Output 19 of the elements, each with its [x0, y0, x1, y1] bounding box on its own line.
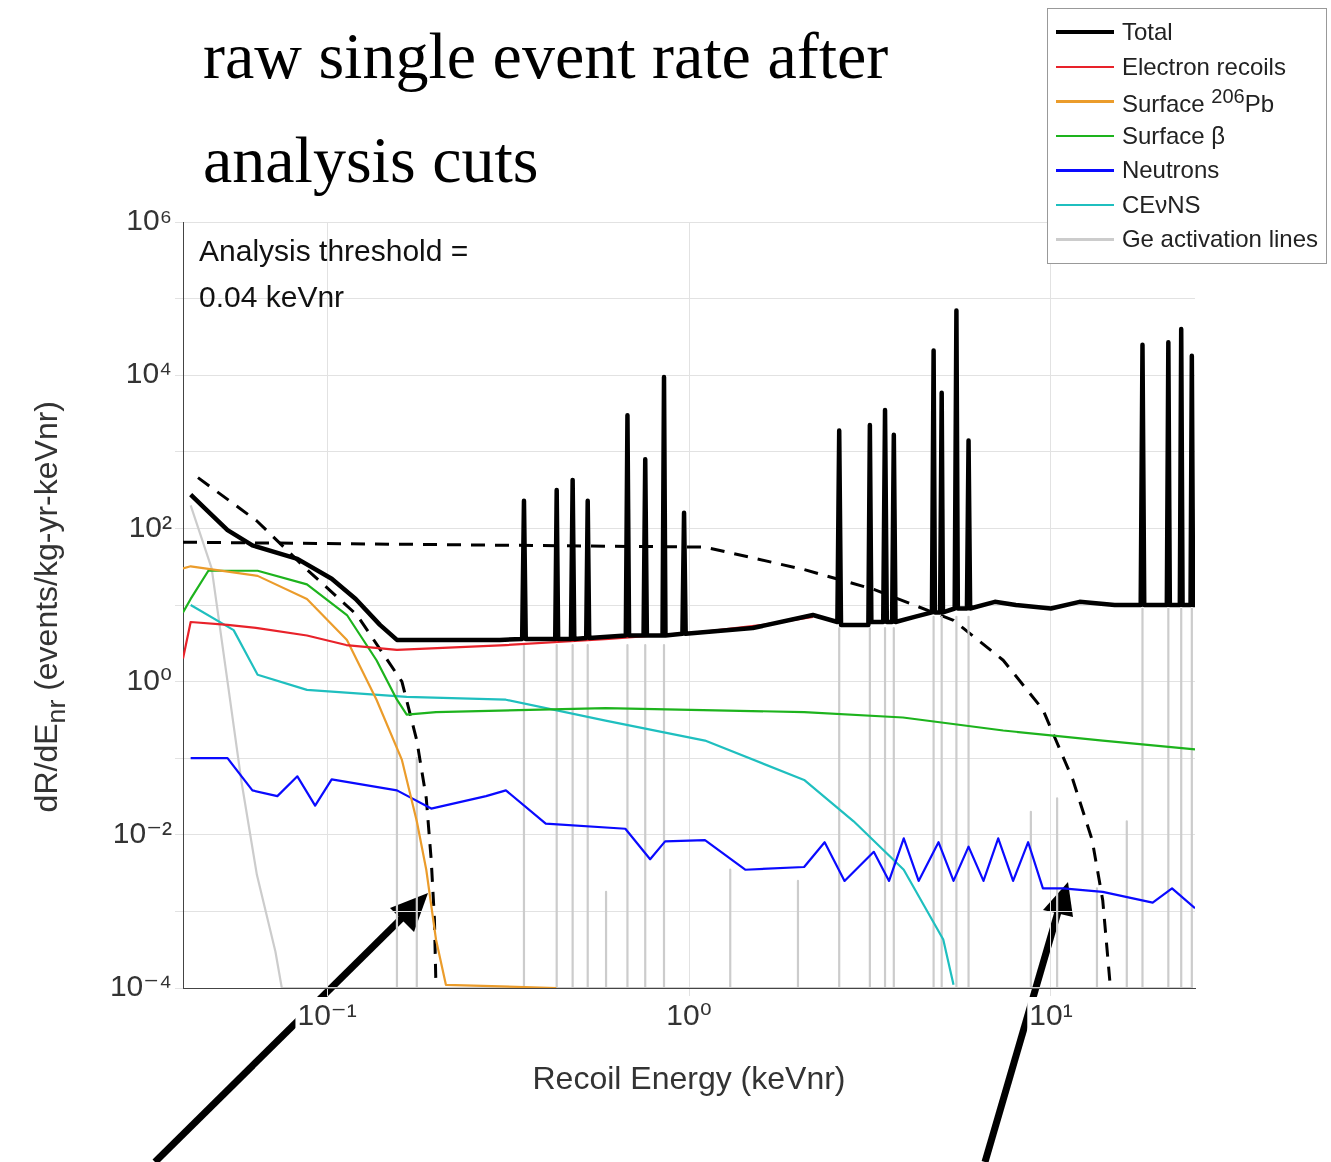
y-tick-label: 10⁴ [125, 356, 172, 390]
annotation: Analysis threshold = 0.04 keVnr [199, 234, 469, 314]
legend-label: CEνNS [1121, 190, 1201, 219]
x-tick-label: 10¹ [1029, 998, 1073, 1032]
legend-label: Surface β [1121, 121, 1226, 150]
chart-title: raw single event rate after analysis cuts [203, 18, 890, 198]
y-tick-label: 10⁻⁴ [109, 969, 172, 1003]
legend-label: Surface $^{206}$Pb [1121, 84, 1275, 118]
legend-label: Electron recoils [1121, 52, 1286, 81]
legend-label: Total [1121, 18, 1173, 47]
y-tick-label: 10² [128, 509, 173, 543]
y-tick-label: 10⁰ [126, 662, 172, 696]
x-axis-title: Recoil Energy (keVnr) [531, 1060, 847, 1097]
x-tick-label: 10⁰ [666, 998, 712, 1032]
legend-label: Ge activation lines [1121, 225, 1318, 254]
legend-label: Neutrons [1121, 156, 1220, 185]
y-tick-label: 10⁻² [112, 816, 172, 850]
x-tick-label: 10⁻¹ [297, 998, 357, 1032]
y-tick-label: 10⁶ [126, 203, 172, 237]
